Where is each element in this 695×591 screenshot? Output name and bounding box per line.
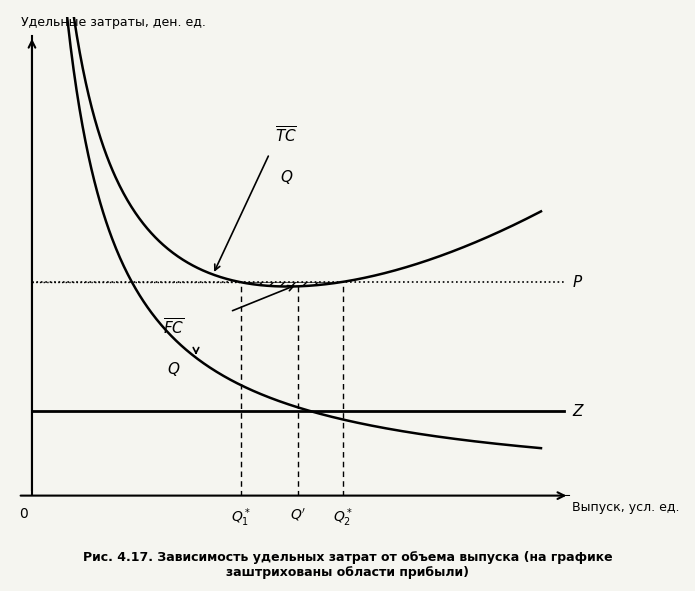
Text: Выпуск, усл. ед.: Выпуск, усл. ед.	[572, 501, 680, 514]
Text: $Q$: $Q$	[167, 359, 180, 378]
Text: Z: Z	[572, 404, 582, 418]
Text: $\overline{TC}$: $\overline{TC}$	[275, 126, 297, 146]
Text: $Q^*_2$: $Q^*_2$	[333, 506, 353, 530]
Text: P: P	[572, 275, 581, 290]
Text: $Q^*_1$: $Q^*_1$	[231, 506, 252, 530]
Text: Удельные затраты, ден. ед.: Удельные затраты, ден. ед.	[21, 15, 206, 28]
Text: 0: 0	[19, 506, 28, 521]
Text: $\overline{FC}$: $\overline{FC}$	[163, 317, 184, 337]
Text: Рис. 4.17. Зависимость удельных затрат от объема выпуска (на графике
заштрихован: Рис. 4.17. Зависимость удельных затрат о…	[83, 551, 612, 579]
Text: $Q$: $Q$	[280, 168, 293, 186]
Text: $Q'$: $Q'$	[290, 506, 306, 523]
